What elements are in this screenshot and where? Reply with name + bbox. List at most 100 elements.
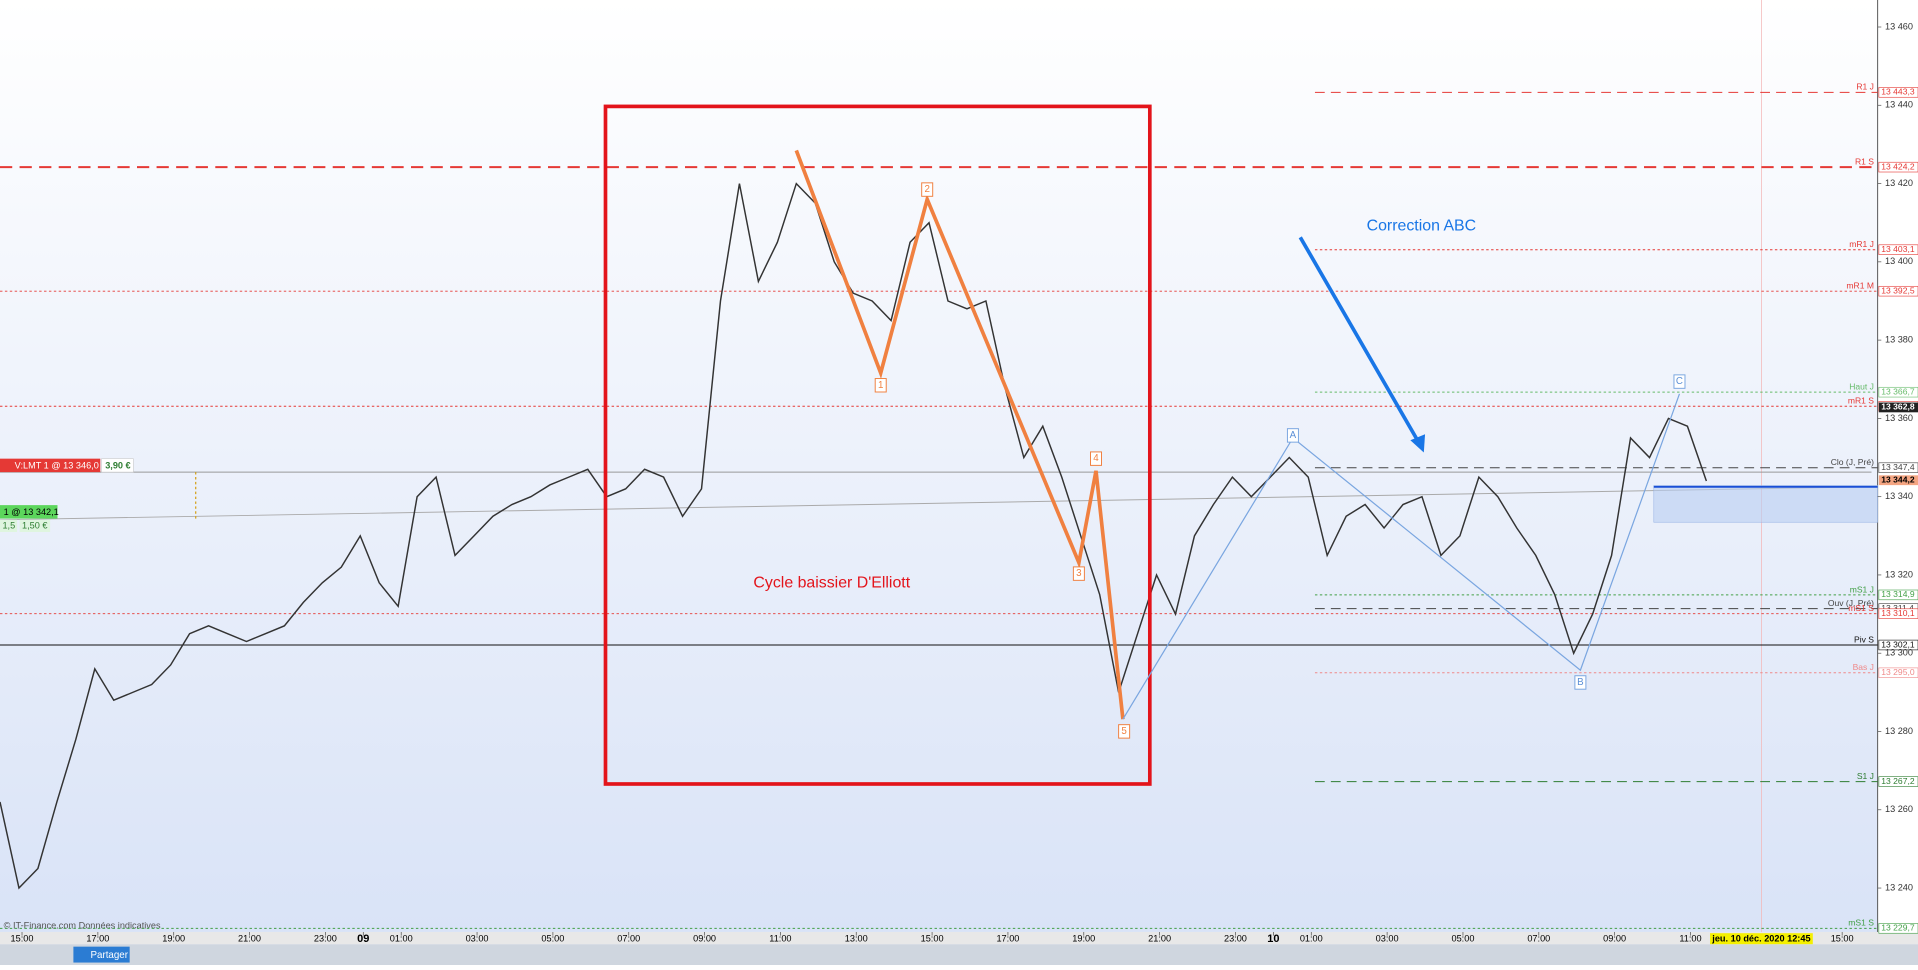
abc-box [1574,675,1587,690]
x-tick-label: 11:00 [769,934,791,944]
x-tick-label: 17:00 [996,934,1019,944]
level-box [1878,667,1918,678]
level-name: R1 J [1856,82,1874,92]
price-marker-label: 13 362,8 [1881,402,1915,412]
elliott-box [603,104,1152,786]
level-value: 13 311,4 [1881,603,1914,613]
y-tick-label: 13 240 [1885,882,1913,892]
abc-point-label: B [1577,677,1584,688]
level-name: Haut J [1849,382,1874,392]
x-tick-label: 05:00 [541,934,564,944]
trend-line [0,486,1872,521]
level-box [1878,639,1918,651]
sell-order: V:LMT 1 @ 13 346,0 [15,460,99,470]
level-value: 13 314,9 [1881,589,1915,599]
date-box [1710,933,1813,945]
x-tick-label: 03:00 [1376,934,1399,944]
wave-label: 3 [1076,568,1081,579]
abc-arrow [1298,236,1421,444]
level-box [1878,386,1918,398]
price-marker-label: 13 344,2 [1881,474,1915,484]
qty-box [0,519,18,533]
level-value: 13 229,7 [1881,923,1915,933]
buy-gain: 1,50 € [22,520,47,530]
buy-gain-box [19,519,51,533]
abc-label: Correction ABC [1367,217,1477,234]
copyright: © IT-Finance.com Données indicatives [4,920,161,930]
level-name: mR1 J [1849,239,1874,249]
level-box [1878,87,1918,98]
y-tick-label: 13 320 [1885,569,1913,579]
buy-order: 1 @ 13 342,1 [4,507,59,517]
y-tick-label: 13 260 [1885,804,1913,814]
y-tick-label: 13 460 [1885,21,1913,31]
x-tick-label: 15:00 [1831,934,1854,944]
level-box [1878,608,1918,619]
x-tick-label: 09:00 [1603,934,1626,944]
level-name: mR1 S [1848,396,1874,406]
x-tick-label: 19:00 [1072,934,1095,944]
level-box [1878,161,1918,173]
level-value: 13 366,7 [1881,386,1915,396]
level-value: 13 392,5 [1881,285,1915,295]
level-box [1878,589,1918,601]
x-tick-label: 09:00 [693,934,716,944]
level-name: mS1 S [1848,918,1874,928]
x-tick-label: 09 [357,933,369,945]
wave-box [1072,566,1085,581]
plot-area [0,0,1878,932]
level-name: S1 J [1857,771,1874,781]
x-tick-label: 19:00 [162,934,185,944]
sell-gain-box [101,458,134,473]
share-button[interactable] [73,946,130,963]
level-name: Clo (J, Pré) [1831,457,1874,467]
x-tick-label: 05:00 [1452,934,1475,944]
wave-label: 2 [924,184,929,195]
position-zone [1653,485,1878,523]
level-name: R1 S [1855,156,1874,166]
x-tick-label: 21:00 [238,934,261,944]
level-name: Piv S [1854,634,1874,644]
level-value: 13 302,1 [1881,639,1915,649]
abc-box [1673,374,1686,389]
wave-label: 1 [878,380,883,391]
level-value: 13 310,1 [1881,608,1915,618]
level-value: 13 424,2 [1881,161,1915,171]
wave-label: 5 [1121,726,1127,737]
x-tick-label: 01:00 [1300,934,1323,944]
buy-order-box[interactable] [0,505,58,519]
price-marker [1878,475,1918,486]
x-tick-label: 15:00 [921,934,944,944]
sell-gain: 3,90 € [105,460,130,470]
y-tick-label: 13 340 [1885,491,1913,501]
level-value: 13 267,2 [1881,776,1915,786]
x-tick-label: 03:00 [466,934,489,944]
x-tick-label: 21:00 [1148,934,1171,944]
level-box [1878,923,1918,934]
price-marker [1878,402,1918,413]
y-tick-label: 13 360 [1885,413,1913,423]
x-tick-label: 11:00 [1679,934,1701,944]
x-tick-label: 23:00 [314,934,337,944]
level-value: 13 403,1 [1881,244,1915,254]
level-box [1878,285,1918,297]
x-tick-label: 23:00 [1224,934,1247,944]
level-box [1878,244,1918,255]
x-tick-label: 01:00 [390,934,413,944]
date-label: jeu. 10 déc. 2020 12:45 [1711,934,1810,944]
wave-box [921,182,934,197]
y-tick-label: 13 380 [1885,335,1913,345]
wave-box [874,378,887,393]
qty: 1,5 [2,520,15,530]
x-tick-label: 17:00 [86,934,109,944]
level-name: Ouv (J, Pré) [1828,598,1874,608]
abc-point-label: C [1676,376,1683,387]
y-tick-label: 13 400 [1885,256,1913,266]
elliott-label: Cycle baissier D'Elliott [753,575,910,592]
sell-order-box[interactable] [0,458,101,473]
wave-box [1090,451,1102,466]
x-tick-label: 07:00 [1527,934,1550,944]
x-tick-label: 15:00 [11,934,34,944]
level-value: 13 295,0 [1881,667,1915,677]
